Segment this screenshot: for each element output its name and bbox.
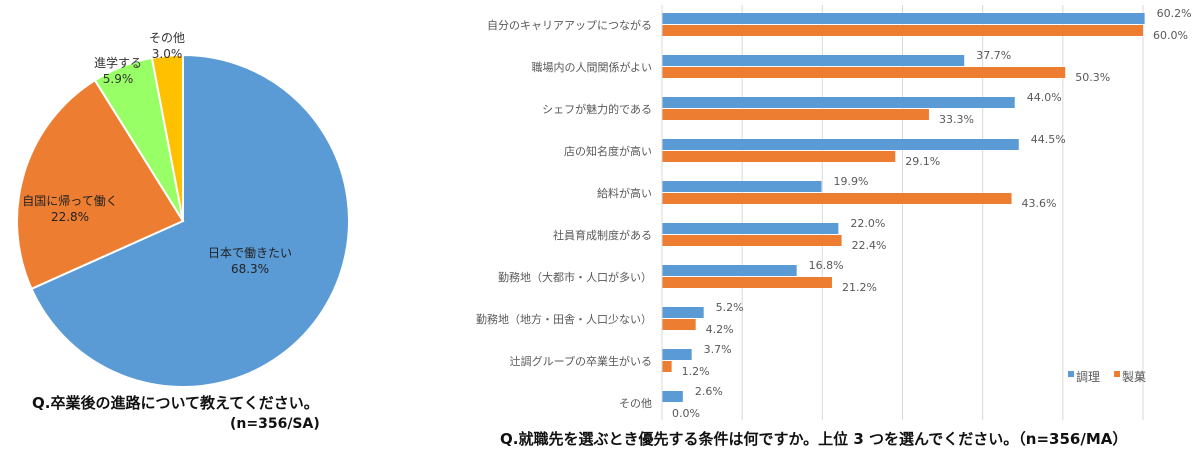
bar-製菓 <box>662 25 1143 36</box>
category-label: 勤務地（地方・田舎・人口少ない） <box>476 312 652 326</box>
bar-製菓 <box>662 151 896 162</box>
bar-製菓 <box>662 235 842 246</box>
pie-subtitle: (n=356/SA) <box>230 416 320 432</box>
slice-label: その他 <box>149 31 185 45</box>
bar-調理 <box>662 349 692 360</box>
data-label: 19.9% <box>834 175 869 188</box>
legend-swatch <box>1114 371 1120 377</box>
data-label: 44.0% <box>1027 91 1062 104</box>
bar-調理 <box>662 265 797 276</box>
bar-調理 <box>662 55 965 66</box>
category-label: 勤務地（大都市・人口が多い） <box>498 270 652 284</box>
data-label: 50.3% <box>1075 71 1110 84</box>
slice-value-label: 5.9% <box>103 72 134 86</box>
bar-chart: 自分のキャリアアップにつながる 60.2% 60.0% 職場内の人間関係がよい 37.7… <box>476 5 1192 420</box>
data-label: 4.2% <box>706 323 734 336</box>
bar-製菓 <box>662 319 696 330</box>
data-label: 22.0% <box>850 217 885 230</box>
bar-製菓 <box>662 109 929 120</box>
slice-value-label: 68.3% <box>231 262 269 276</box>
slice-value-label: 22.8% <box>51 210 89 224</box>
bar-製菓 <box>662 361 672 372</box>
bar-製菓 <box>662 67 1066 78</box>
bar-調理 <box>662 391 683 402</box>
bar-調理 <box>662 139 1019 150</box>
category-label: 給料が高い <box>597 186 652 200</box>
data-label: 5.2% <box>716 301 744 314</box>
data-label: 29.1% <box>905 155 940 168</box>
pie-slice <box>16 78 185 291</box>
pie-slice <box>30 53 350 388</box>
data-label: 37.7% <box>976 49 1011 62</box>
bar-調理 <box>662 13 1145 24</box>
data-label: 60.0% <box>1153 29 1188 42</box>
category-label: 職場内の人間関係がよい <box>532 60 652 74</box>
bar-調理 <box>662 97 1015 108</box>
data-label: 43.6% <box>1022 197 1057 210</box>
bar-調理 <box>662 181 822 192</box>
category-label: シェフが魅力的である <box>542 102 652 116</box>
slice-label: 進学する <box>94 55 142 70</box>
pie-title: Q.卒業後の進路について教えてください。 <box>32 394 319 412</box>
category-label: 自分のキャリアアップにつながる <box>487 18 652 32</box>
data-label: 0.0% <box>672 407 700 420</box>
slice-label: 自国に帰って働く <box>22 194 117 208</box>
pie-slice <box>150 53 184 222</box>
bar-調理 <box>662 223 839 234</box>
bar-title: Q.就職先を選ぶとき優先する条件は何ですか。上位 3 つを選んでください。（n=… <box>500 430 1128 448</box>
category-label: その他 <box>619 397 652 410</box>
legend-label: 製菓 <box>1122 370 1146 384</box>
category-label: 辻調グループの卒業生がいる <box>510 354 652 368</box>
slice-label: 日本で働きたい <box>208 246 292 260</box>
data-label: 2.6% <box>695 385 723 398</box>
pie-chart: 日本で働きたい 68.3% 自国に帰って働く 22.8% 進学する 5.9% その他 3.0% <box>16 31 350 388</box>
slice-value-label: 3.0% <box>152 47 183 61</box>
category-label: 店の知名度が高い <box>564 144 652 158</box>
data-label: 21.2% <box>842 281 877 294</box>
legend-label: 調理 <box>1076 370 1100 384</box>
legend-swatch <box>1068 371 1074 377</box>
data-label: 16.8% <box>809 259 844 272</box>
bar-調理 <box>662 307 704 318</box>
bar-製菓 <box>662 193 1012 204</box>
data-label: 44.5% <box>1031 133 1066 146</box>
data-label: 33.3% <box>939 113 974 126</box>
bar-製菓 <box>662 277 832 288</box>
category-label: 社員育成制度がある <box>553 228 652 242</box>
data-label: 60.2% <box>1157 7 1192 20</box>
data-label: 3.7% <box>704 343 732 356</box>
data-label: 1.2% <box>682 365 710 378</box>
data-label: 22.4% <box>852 239 887 252</box>
